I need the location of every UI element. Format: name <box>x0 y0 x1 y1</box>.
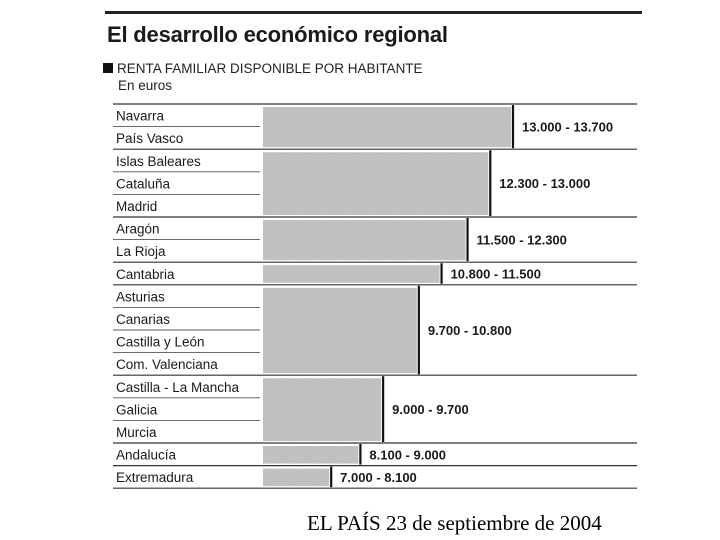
region-label: Com. Valenciana <box>116 357 218 372</box>
range-bar <box>263 378 382 441</box>
region-label: Madrid <box>116 199 157 214</box>
range-bar <box>263 446 359 464</box>
region-label: Aragón <box>116 222 160 237</box>
region-label: Galicia <box>116 402 158 417</box>
region-label: La Rioja <box>116 244 166 259</box>
bullet-square-icon <box>103 63 113 73</box>
top-rule <box>105 11 642 14</box>
region-label: País Vasco <box>116 131 183 146</box>
unit-label: En euros <box>118 78 173 93</box>
range-label: 13.000 - 13.700 <box>522 120 613 135</box>
range-bar <box>263 287 417 374</box>
range-label: 11.500 - 12.300 <box>477 233 567 248</box>
region-label: Castilla - La Mancha <box>116 380 240 395</box>
region-label: Castilla y León <box>116 335 205 350</box>
range-bar <box>263 107 511 148</box>
range-label: 10.800 - 11.500 <box>451 267 541 282</box>
chart-title: El desarrollo económico regional <box>107 22 448 47</box>
range-label: 9.000 - 9.700 <box>392 402 469 417</box>
subtitle-text: RENTA FAMILIAR DISPONIBLE POR HABITANTE <box>117 61 423 76</box>
range-label: 9.700 - 10.800 <box>428 323 512 338</box>
region-label: Cantabria <box>116 267 175 282</box>
range-bar <box>263 265 440 283</box>
chart-subtitle: RENTA FAMILIAR DISPONIBLE POR HABITANTE <box>103 61 423 76</box>
region-label: Extremadura <box>116 470 194 485</box>
region-label: Andalucía <box>116 448 177 463</box>
region-label: Navarra <box>116 109 165 124</box>
region-label: Asturias <box>116 289 165 304</box>
region-label: Cataluña <box>116 176 171 191</box>
region-label: Islas Baleares <box>116 154 201 169</box>
region-label: Canarias <box>116 312 170 327</box>
source-credit: EL PAÍS 23 de septiembre de 2004 <box>307 511 602 535</box>
range-label: 12.300 - 13.000 <box>499 176 590 191</box>
range-label: 8.100 - 9.000 <box>369 447 446 462</box>
range-bar <box>263 152 489 215</box>
range-label: 7.000 - 8.100 <box>340 470 417 485</box>
range-bar <box>263 220 466 261</box>
range-bar <box>263 468 330 487</box>
region-label: Murcia <box>116 425 157 440</box>
